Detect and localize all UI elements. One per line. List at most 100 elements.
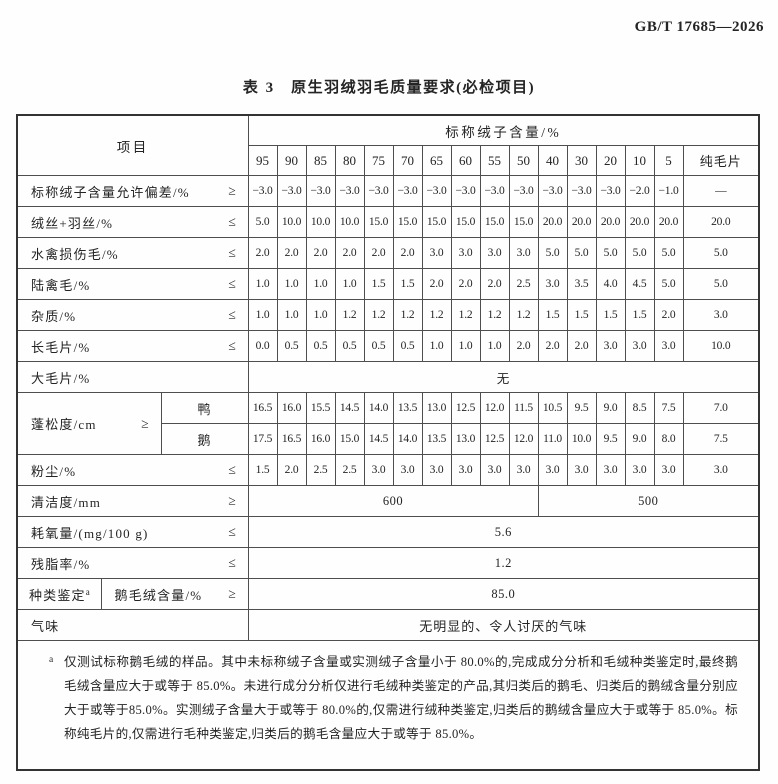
value-cell: 5.6: [247, 516, 760, 548]
value-cell: −3.0: [479, 175, 510, 207]
row-label: 杂质/%: [31, 308, 77, 324]
value-cell: 2.0: [305, 237, 336, 269]
value-cell: −3.0: [421, 175, 452, 207]
value-cell: 5.0: [247, 206, 278, 238]
row-label: 种类鉴定: [28, 587, 86, 603]
value-cell: 17.5: [247, 423, 278, 455]
value-cell: 15.0: [508, 206, 539, 238]
value-cell: 2.0: [276, 454, 307, 486]
row-label-cell: 气味: [16, 609, 249, 641]
value-cell: 2.0: [392, 237, 423, 269]
table-row: 残脂率/% ≤1.2: [16, 547, 760, 579]
limit-symbol: ≤: [228, 245, 236, 260]
value-cell: 5.0: [566, 237, 597, 269]
requirements-table: 项目 标称绒子含量/% 95 90 85 80 75 70 65 60 55 50 40 30 20 10 5 纯…: [16, 114, 761, 771]
value-cell: 1.5: [392, 268, 423, 300]
row-label: 大毛片/%: [31, 370, 91, 386]
table-row: 陆禽毛/% ≤1.0 1.0 1.0 1.0 1.5 1.5 2.0 2.0 2.0 2.5 3.0 3…: [16, 268, 760, 300]
value-cell: 11.0: [537, 423, 568, 455]
limit-symbol: ≤: [228, 555, 236, 570]
value-cell: 12.0: [479, 392, 510, 424]
value-cell: 3.5: [566, 268, 597, 300]
table-row: 耗氧量/(mg/100 g) ≤5.6: [16, 516, 760, 548]
value-cell: 3.0: [421, 454, 452, 486]
row-label: 陆禽毛/%: [31, 277, 91, 293]
value-cell: 1.2: [508, 299, 539, 331]
value-cell: 2.0: [421, 268, 452, 300]
value-cell: 10.0: [334, 206, 365, 238]
content-column-header: 30: [566, 145, 597, 176]
value-cell: 1.0: [479, 330, 510, 362]
value-cell: 无: [247, 361, 760, 393]
row-label-cell: 耗氧量/(mg/100 g) ≤: [16, 516, 249, 548]
row-label-cell: 绒丝+羽丝/% ≤: [16, 206, 249, 238]
value-cell: 5.0: [624, 237, 655, 269]
row-label-cell: 残脂率/% ≤: [16, 547, 249, 579]
value-cell: 2.5: [508, 268, 539, 300]
value-cell: 8.0: [653, 423, 684, 455]
value-cell: 4.5: [624, 268, 655, 300]
value-cell: −3.0: [450, 175, 481, 207]
value-cell: 5.0: [682, 268, 760, 300]
limit-symbol: ≤: [228, 214, 236, 229]
content-column-header: 50: [508, 145, 539, 176]
value-cell: 1.5: [247, 454, 278, 486]
value-cell: 3.0: [624, 330, 655, 362]
value-cell: −3.0: [305, 175, 336, 207]
value-cell: 0.5: [305, 330, 336, 362]
table-row: 标称绒子含量允许偏差/% ≥ −3.0 −3.0 −3.0 −3.0 −3.0 −3.0 −3.…: [16, 175, 760, 207]
value-cell: 10.0: [682, 330, 760, 362]
content-column-header: 80: [334, 145, 365, 176]
value-cell: 3.0: [392, 454, 423, 486]
value-cell: 3.0: [653, 454, 684, 486]
footnote-ref: a: [85, 586, 90, 597]
table-row: 气味 无明显的、令人讨厌的气味: [16, 609, 760, 641]
value-cell: 3.0: [479, 237, 510, 269]
value-cell: 13.0: [450, 423, 481, 455]
row-label-cell: 杂质/% ≤: [16, 299, 249, 331]
value-cell: 5.0: [595, 237, 626, 269]
row-label: 气味: [31, 618, 60, 634]
value-cell: 5.0: [653, 237, 684, 269]
value-cell: 3.0: [421, 237, 452, 269]
value-cell: 1.0: [305, 268, 336, 300]
value-cell: 1.2: [421, 299, 452, 331]
value-cell: 10.0: [276, 206, 307, 238]
value-cell: 3.0: [624, 454, 655, 486]
value-cell: 2.5: [305, 454, 336, 486]
value-cell: —: [682, 175, 760, 207]
value-cell: 2.5: [334, 454, 365, 486]
value-cell: 2.0: [653, 299, 684, 331]
value-cell: 0.5: [334, 330, 365, 362]
value-cell: 2.0: [479, 268, 510, 300]
value-cell: 0.0: [247, 330, 278, 362]
value-cell: 20.0: [566, 206, 597, 238]
down-content-group-header: 标称绒子含量/%: [247, 114, 760, 146]
value-cell: −3.0: [595, 175, 626, 207]
table-row: 大毛片/% 无: [16, 361, 760, 393]
value-cell: 14.0: [392, 423, 423, 455]
value-cell: −2.0: [624, 175, 655, 207]
value-cell: −3.0: [276, 175, 307, 207]
value-cell: 16.0: [305, 423, 336, 455]
value-cell: 15.0: [334, 423, 365, 455]
content-column-header: 85: [305, 145, 336, 176]
value-cell: 10.0: [566, 423, 597, 455]
table-row: 鹅 17.5 16.5 16.0 15.0 14.5 14.0 13.5 13.0 12.5 12.…: [17, 423, 760, 455]
value-cell: 3.0: [450, 237, 481, 269]
value-cell: 15.5: [305, 392, 336, 424]
value-cell: 0.5: [363, 330, 394, 362]
table-body: 标称绒子含量允许偏差/% ≥ −3.0 −3.0 −3.0 −3.0 −3.0 −3.0 −3.…: [16, 175, 760, 771]
value-cell: 3.0: [363, 454, 394, 486]
value-cell: 7.0: [682, 392, 760, 424]
value-cell: 1.0: [247, 299, 278, 331]
table-row: 水禽损伤毛/% ≤2.0 2.0 2.0 2.0 2.0 2.0 3.0 3.0 3.0 3.0 5.…: [16, 237, 760, 269]
value-cell: 1.0: [334, 268, 365, 300]
value-cell: 14.0: [363, 392, 394, 424]
value-cell: 2.0: [566, 330, 597, 362]
value-cell: 16.5: [276, 423, 307, 455]
row-label: 粉尘/%: [31, 463, 77, 479]
limit-symbol: ≤: [228, 338, 236, 353]
row-label-cell: 标称绒子含量允许偏差/% ≥: [16, 175, 249, 207]
